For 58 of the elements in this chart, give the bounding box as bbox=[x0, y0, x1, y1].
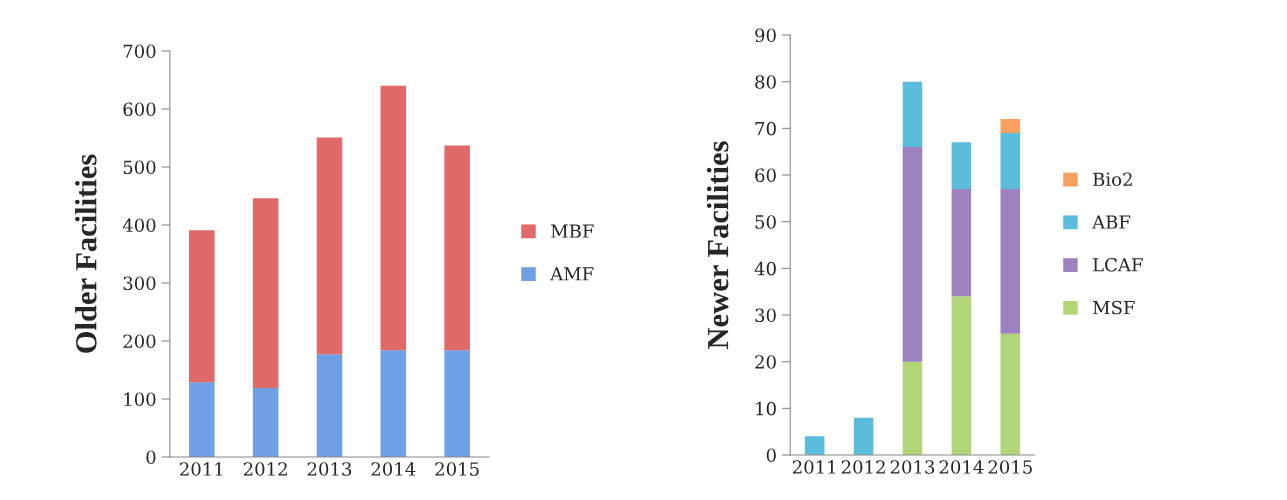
legend-label: ABF bbox=[1092, 215, 1131, 229]
bar bbox=[316, 354, 343, 457]
bar bbox=[951, 296, 972, 455]
bar bbox=[902, 81, 923, 147]
x-tick-label: 2014 bbox=[939, 460, 984, 474]
y-tick-label: 50 bbox=[755, 215, 776, 229]
bar bbox=[380, 350, 407, 457]
x-tick-label: 2013 bbox=[890, 460, 935, 474]
y-tick-label: 10 bbox=[756, 401, 776, 416]
y-tick-label: 90 bbox=[755, 28, 776, 43]
x-tick-label: 2011 bbox=[792, 460, 836, 474]
bar bbox=[902, 361, 923, 455]
y-tick-label: 80 bbox=[755, 75, 776, 89]
x-tick-label: 2012 bbox=[841, 460, 885, 474]
y-tick-label: 600 bbox=[123, 102, 156, 117]
bar bbox=[316, 137, 343, 355]
x-tick-label: 2014 bbox=[371, 462, 416, 476]
y-tick-label: 30 bbox=[755, 308, 776, 323]
y-tick-label: 60 bbox=[755, 168, 776, 183]
y-tick-label: 70 bbox=[755, 121, 776, 136]
legend-label: MSF bbox=[1093, 300, 1135, 315]
bar bbox=[1000, 133, 1021, 189]
bar bbox=[1000, 189, 1021, 334]
bar bbox=[444, 350, 470, 457]
x-tick-label: 2015 bbox=[988, 460, 1032, 474]
bar bbox=[902, 147, 923, 362]
legend-label: MBF bbox=[551, 224, 594, 238]
bar bbox=[1000, 333, 1021, 455]
bar bbox=[951, 189, 972, 297]
y-tick-label: 700 bbox=[123, 44, 156, 59]
y-tick-label: 300 bbox=[123, 276, 156, 291]
legend-label: AMF bbox=[550, 267, 594, 281]
y-tick-label: 500 bbox=[123, 160, 156, 175]
y-tick-label: 100 bbox=[124, 392, 156, 407]
bar bbox=[853, 417, 874, 455]
y-axis-title: Newer Facilities bbox=[706, 141, 729, 349]
x-tick-label: 2013 bbox=[307, 462, 352, 476]
y-tick-label: 40 bbox=[754, 261, 776, 276]
x-tick-label: 2015 bbox=[435, 462, 479, 476]
bar bbox=[252, 387, 279, 457]
legend-label: Bio2 bbox=[1093, 172, 1132, 187]
y-tick-label: 20 bbox=[755, 355, 776, 369]
x-tick-label: 2012 bbox=[243, 462, 287, 476]
bar bbox=[380, 85, 407, 351]
bar bbox=[1000, 119, 1021, 133]
y-tick-label: 400 bbox=[122, 218, 156, 233]
y-tick-label: 0 bbox=[766, 448, 776, 463]
y-tick-label: 200 bbox=[123, 334, 156, 349]
bar bbox=[444, 145, 470, 351]
bar bbox=[252, 198, 279, 388]
y-axis-title: Older Facilities bbox=[75, 154, 97, 353]
bar bbox=[189, 382, 215, 457]
x-tick-label: 2011 bbox=[180, 462, 223, 476]
bar bbox=[804, 436, 825, 455]
bar bbox=[189, 230, 215, 383]
legend-label: LCAF bbox=[1093, 257, 1143, 272]
y-tick-label: 0 bbox=[146, 450, 156, 465]
bar bbox=[951, 142, 972, 189]
